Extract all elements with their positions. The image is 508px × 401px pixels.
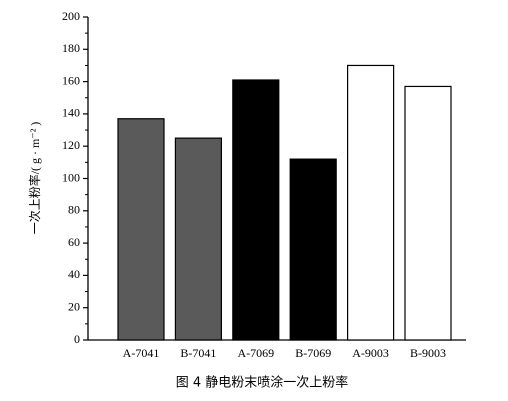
x-tick-label: B-7041: [180, 346, 216, 360]
y-tick-label: 180: [62, 41, 80, 55]
y-tick-label: 80: [68, 203, 80, 217]
bar: [232, 79, 280, 341]
x-tick-label: B-9003: [410, 346, 446, 360]
bar: [117, 118, 165, 341]
bar: [404, 85, 452, 341]
y-tick-label: 140: [62, 106, 80, 120]
y-tick-label: 120: [62, 138, 80, 152]
x-tick-label: B-7069: [295, 346, 331, 360]
y-tick-label: 0: [74, 332, 80, 346]
caption: 图 4 静电粉末喷涂一次上粉率: [176, 375, 349, 391]
bar: [289, 158, 337, 341]
y-axis-label: 一次上粉率/( g · m⁻² ): [27, 122, 42, 235]
x-tick-label: A-9003: [352, 346, 389, 360]
y-tick-label: 100: [62, 170, 80, 184]
bar: [174, 137, 222, 341]
bar: [347, 64, 395, 341]
y-tick-label: 40: [68, 267, 80, 281]
x-tick-label: A-7069: [237, 346, 274, 360]
y-tick-label: 160: [62, 73, 80, 87]
y-tick-label: 60: [68, 235, 80, 249]
y-tick-label: 20: [68, 299, 80, 313]
x-tick-label: A-7041: [123, 346, 160, 360]
y-tick-label: 200: [62, 9, 80, 23]
